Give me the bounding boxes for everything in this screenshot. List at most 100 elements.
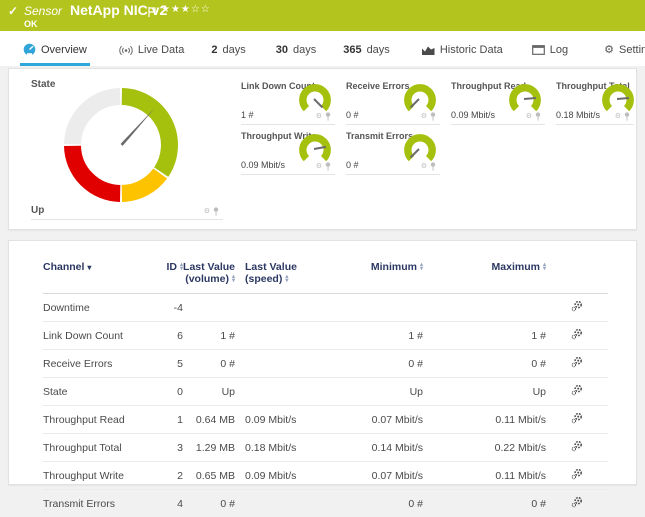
channel-settings-icon[interactable] [571, 496, 583, 511]
tab-label: days [293, 44, 316, 56]
channel-settings-icon[interactable] [571, 412, 583, 427]
tab-2-days[interactable]: 2 days [208, 44, 248, 66]
gauge-cell-throughput-total: Throughput Total 0.18 Mbit/s ⚙ [556, 79, 634, 125]
tab-label: Historic Data [440, 44, 503, 56]
channel-name: Downtime [43, 294, 145, 322]
table-row-downtime[interactable]: Downtime -4 [43, 294, 608, 322]
channel-name: Link Down Count [43, 322, 145, 350]
gear-icon[interactable]: ⚙ [316, 163, 322, 170]
pin-icon[interactable] [325, 112, 331, 121]
channel-settings-icon[interactable] [571, 384, 583, 399]
gauge-cell-state: State Up ⚙ [23, 75, 223, 220]
pin-icon[interactable] [624, 112, 630, 121]
table-row-state[interactable]: State 0 Up Up Up [43, 378, 608, 406]
gauge-value: Up [31, 205, 44, 216]
channel-table-panel: Channel▾ ID▴▾ Last Value(volume)▴▾ Last … [8, 240, 637, 485]
sort-icon: ▴▾ [543, 263, 546, 271]
tab-settings[interactable]: ⚙ Settings [601, 43, 645, 66]
gauge-cell-transmit-errors: Transmit Errors 0 # ⚙ [346, 129, 440, 175]
priority-stars[interactable]: ★★★☆☆ [161, 4, 211, 15]
sort-desc-icon: ▾ [87, 263, 91, 272]
gear-icon[interactable]: ⚙ [615, 113, 621, 120]
tab-label: days [222, 44, 245, 56]
gauge-value: 0 # [346, 110, 359, 120]
gauge-value: 0.09 Mbit/s [451, 110, 495, 120]
sort-icon: ▴▾ [232, 275, 235, 283]
table-row-throughput-write[interactable]: Throughput Write 2 0.65 MB 0.09 Mbit/s 0… [43, 462, 608, 490]
sensor-status-text: OK [24, 19, 38, 29]
overview-gauges-panel: State Up ⚙ Link Down Count 1 # ⚙ [8, 68, 637, 230]
tab-label: days [367, 44, 390, 56]
gauge-icon [23, 43, 36, 56]
col-id[interactable]: ID▴▾ [145, 255, 183, 294]
col-last-value-speed[interactable]: Last Value(speed)▴▾ [235, 255, 345, 294]
channel-name: State [43, 378, 145, 406]
channel-settings-icon[interactable] [571, 468, 583, 483]
tab-bar: Overview Live Data 2 days 30 days 365 da… [0, 31, 645, 66]
flag-icon[interactable] [148, 3, 157, 21]
channel-settings-icon[interactable] [571, 328, 583, 343]
pin-icon[interactable] [430, 112, 436, 121]
col-minimum[interactable]: Minimum▴▾ [345, 255, 423, 294]
gauge-cell-throughput-read: Throughput Read 0.09 Mbit/s ⚙ [451, 79, 545, 125]
col-actions [546, 255, 608, 294]
channel-name: Throughput Write [43, 462, 145, 490]
tab-365-days[interactable]: 365 days [340, 44, 393, 66]
pin-icon[interactable] [325, 162, 331, 171]
gauge-title: State [31, 79, 55, 90]
gauge-cell-throughput-write: Throughput Write 0.09 Mbit/s ⚙ [241, 129, 335, 175]
tab-label: Live Data [138, 44, 184, 56]
tab-live-data[interactable]: Live Data [116, 44, 187, 66]
channel-name: Throughput Total [43, 434, 145, 462]
gear-icon[interactable]: ⚙ [204, 208, 210, 215]
state-gauge [61, 85, 181, 205]
gauge-footer: Up ⚙ [31, 204, 223, 220]
pin-icon[interactable] [535, 112, 541, 121]
gauge-cell-receive-errors: Receive Errors 0 # ⚙ [346, 79, 440, 125]
table-header-row: Channel▾ ID▴▾ Last Value(volume)▴▾ Last … [43, 255, 608, 294]
channel-settings-icon[interactable] [571, 300, 583, 315]
gauge-value: 1 # [241, 110, 254, 120]
sensor-status-bar: ✓ Sensor NetApp NIC v2 ★★★☆☆ OK [0, 0, 645, 31]
tab-log[interactable]: Log [529, 44, 571, 66]
table-row-link-down-count[interactable]: Link Down Count 6 1 # 1 # 1 # [43, 322, 608, 350]
tab-historic-data[interactable]: Historic Data [419, 44, 506, 66]
gauge-title: Receive Errors [346, 81, 410, 91]
table-row-throughput-total[interactable]: Throughput Total 3 1.29 MB 0.18 Mbit/s 0… [43, 434, 608, 462]
table-row-transmit-errors[interactable]: Transmit Errors 4 0 # 0 # 0 # [43, 490, 608, 517]
channel-table: Channel▾ ID▴▾ Last Value(volume)▴▾ Last … [43, 255, 608, 517]
col-channel[interactable]: Channel▾ [43, 255, 145, 294]
gauge-value: 0.18 Mbit/s [556, 110, 600, 120]
channel-settings-icon[interactable] [571, 356, 583, 371]
tab-overview[interactable]: Overview [20, 43, 90, 66]
table-row-throughput-read[interactable]: Throughput Read 1 0.64 MB 0.09 Mbit/s 0.… [43, 406, 608, 434]
sort-icon: ▴▾ [420, 263, 423, 271]
channel-settings-icon[interactable] [571, 440, 583, 455]
tab-label: Overview [41, 44, 87, 56]
gauge-cell-link-down-count: Link Down Count 1 # ⚙ [241, 79, 335, 125]
tab-30-days[interactable]: 30 days [273, 44, 320, 66]
tab-label: Settings [619, 44, 645, 56]
channel-name: Transmit Errors [43, 490, 145, 517]
table-row-receive-errors[interactable]: Receive Errors 5 0 # 0 # 0 # [43, 350, 608, 378]
col-maximum[interactable]: Maximum▴▾ [423, 255, 546, 294]
gear-icon[interactable]: ⚙ [421, 113, 427, 120]
ok-check-icon: ✓ [8, 4, 18, 18]
gauge-value: 0.09 Mbit/s [241, 160, 285, 170]
gear-icon[interactable]: ⚙ [316, 113, 322, 120]
pin-icon[interactable] [213, 207, 219, 216]
broadcast-icon [119, 45, 133, 56]
pin-icon[interactable] [430, 162, 436, 171]
object-kind-label: Sensor [24, 4, 62, 18]
gauge-value: 0 # [346, 160, 359, 170]
area-chart-icon [422, 45, 435, 56]
sort-icon: ▴▾ [285, 275, 288, 283]
col-last-value-volume[interactable]: Last Value(volume)▴▾ [183, 255, 235, 294]
channel-name: Throughput Read [43, 406, 145, 434]
tab-label: Log [550, 44, 568, 56]
gear-icon[interactable]: ⚙ [526, 113, 532, 120]
gear-icon[interactable]: ⚙ [421, 163, 427, 170]
channel-name: Receive Errors [43, 350, 145, 378]
gear-icon: ⚙ [604, 43, 614, 56]
log-window-icon [532, 45, 545, 55]
